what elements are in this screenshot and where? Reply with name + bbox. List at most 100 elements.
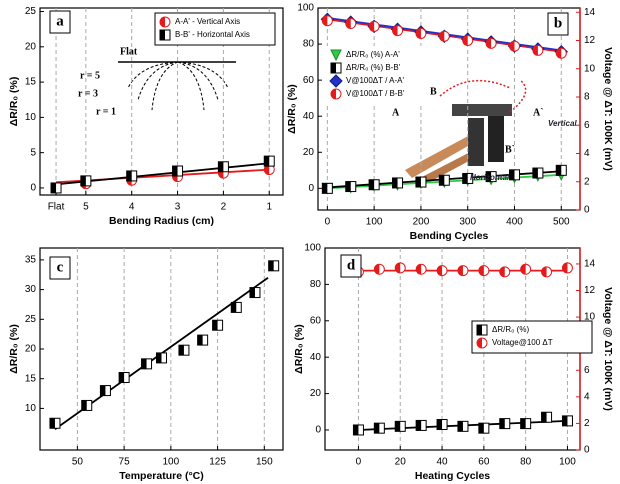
annotation: Horizontal xyxy=(470,173,510,182)
plot-frame xyxy=(39,247,284,451)
marker-half xyxy=(439,175,445,186)
y-tick-label: 0 xyxy=(30,183,36,194)
y2-tick-label: 10 xyxy=(584,312,596,323)
x-tick-label: 400 xyxy=(506,217,523,228)
y-tick-label: 0 xyxy=(308,183,314,194)
marker-half xyxy=(532,168,538,179)
point xyxy=(509,169,520,181)
x-axis-label: Bending Cycles xyxy=(410,230,489,242)
legend-label: B-B' - Horizontal Axis xyxy=(175,30,250,39)
marker-half xyxy=(80,175,86,186)
marker-half xyxy=(462,173,468,184)
marker-half xyxy=(178,345,184,356)
annotation: B xyxy=(430,86,437,97)
y-tick-label: 80 xyxy=(310,279,322,290)
y2-tick-label: 10 xyxy=(584,63,596,74)
marker-half xyxy=(437,419,443,430)
point xyxy=(478,422,490,434)
y2-tick-label: 4 xyxy=(584,391,590,402)
x-tick-label: Flat xyxy=(48,202,65,213)
y2-tick-label: 14 xyxy=(584,7,596,18)
y-axis-label: ΔR/R₀ (%) xyxy=(293,324,305,374)
panel-label: a xyxy=(56,13,64,29)
y-tick-label: 35 xyxy=(25,255,37,266)
x-tick-label: 75 xyxy=(119,457,131,468)
marker-half xyxy=(392,177,398,188)
marker-half xyxy=(268,260,274,271)
marker-half xyxy=(249,287,255,298)
annotation: r = 1 xyxy=(96,106,116,117)
y-tick-label: 100 xyxy=(304,243,321,254)
point xyxy=(520,418,532,430)
y2-tick-label: 6 xyxy=(584,365,590,376)
panel-label-box xyxy=(49,256,71,280)
point xyxy=(415,263,427,275)
marker-half xyxy=(477,338,482,348)
annotation: A` xyxy=(533,107,544,118)
point xyxy=(373,263,385,275)
point xyxy=(457,265,469,277)
marker-half xyxy=(264,164,270,175)
arc xyxy=(177,61,205,111)
marker-half xyxy=(395,262,401,273)
bend-arrow xyxy=(439,79,511,97)
x-tick-label: 20 xyxy=(395,457,407,468)
marker-half xyxy=(509,41,515,52)
point xyxy=(541,266,553,278)
point xyxy=(394,262,406,274)
marker-half xyxy=(437,265,443,276)
point xyxy=(118,372,130,384)
point xyxy=(212,319,224,331)
marker-half xyxy=(172,166,178,177)
marker-half xyxy=(556,48,562,59)
marker-half xyxy=(218,161,224,172)
point xyxy=(217,161,229,173)
marker-half xyxy=(556,165,562,176)
device-part xyxy=(452,104,512,116)
y2-axis-label: Voltage @ ΔT: 100K (mV) xyxy=(602,47,614,171)
y-tick-label: 80 xyxy=(303,39,315,50)
marker-half xyxy=(415,28,421,39)
legend-marker xyxy=(159,29,171,41)
marker-half xyxy=(520,418,526,429)
legend-label: A-A' - Vertical Axis xyxy=(175,17,240,26)
x-axis-label: Heating Cycles xyxy=(415,470,490,482)
marker-half xyxy=(322,15,328,26)
y2-tick-label: 8 xyxy=(584,92,590,103)
point xyxy=(50,182,62,194)
marker-half xyxy=(478,423,484,434)
panel-label: d xyxy=(347,257,356,273)
device-photo xyxy=(405,79,527,184)
annotation: r = 5 xyxy=(80,70,100,81)
y2-tick-label: 4 xyxy=(584,148,590,159)
arc xyxy=(137,61,179,101)
legend-marker xyxy=(476,324,488,336)
marker-half xyxy=(499,266,505,277)
marker-half xyxy=(160,17,165,27)
point xyxy=(321,182,333,194)
x-tick-label: 100 xyxy=(163,457,180,468)
marker-half xyxy=(345,181,351,192)
legend-marker xyxy=(329,74,343,88)
marker-half xyxy=(197,335,203,346)
marker-half xyxy=(119,372,125,383)
point xyxy=(415,419,427,431)
point xyxy=(462,172,474,184)
y2-tick-label: 12 xyxy=(584,35,596,46)
x-axis-label: Temperature (°C) xyxy=(119,470,204,482)
point xyxy=(126,170,138,182)
marker-half xyxy=(369,21,375,32)
x-tick-label: 150 xyxy=(256,457,273,468)
y-tick-label: 10 xyxy=(25,112,37,123)
x-tick-label: 500 xyxy=(553,217,570,228)
point xyxy=(141,358,153,370)
x-tick-label: 80 xyxy=(520,457,532,468)
marker-half xyxy=(156,352,162,363)
y-tick-label: 40 xyxy=(310,352,322,363)
legend-label: ΔR/R₀ (%) B-B' xyxy=(346,63,401,72)
x-tick-label: 0 xyxy=(356,457,362,468)
legend-marker xyxy=(330,88,342,100)
marker-half xyxy=(562,262,568,273)
legend-label: V@100ΔT / B-B' xyxy=(346,89,405,98)
